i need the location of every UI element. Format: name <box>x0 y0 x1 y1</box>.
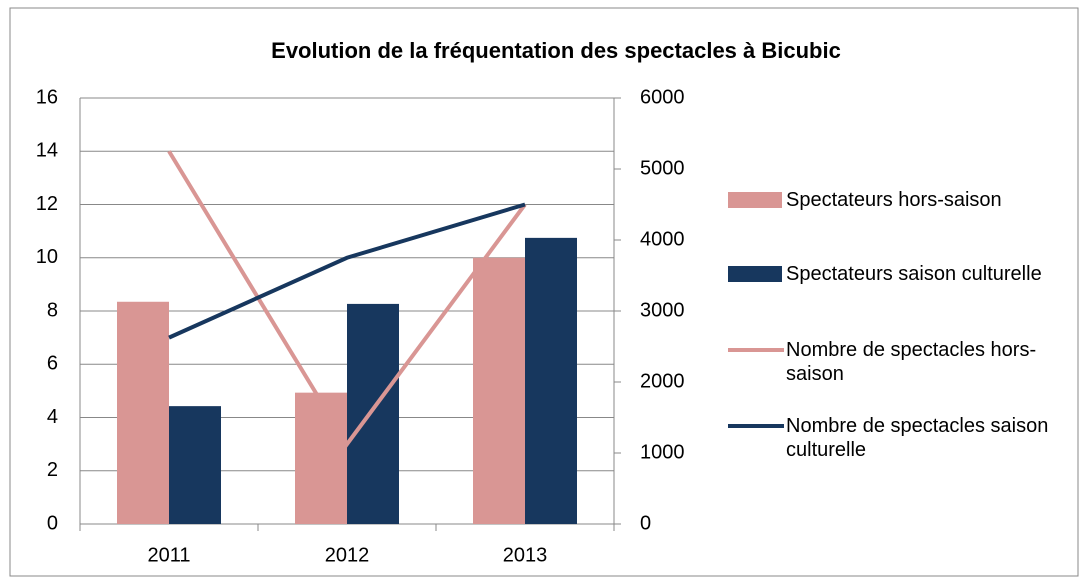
bar <box>295 392 347 524</box>
y2-tick-label: 1000 <box>640 441 685 463</box>
y2-tick-label: 3000 <box>640 299 685 321</box>
legend-label: Spectateurs saison culturelle <box>786 263 1042 285</box>
y-tick-label: 4 <box>47 406 58 428</box>
line <box>168 202 526 340</box>
y-tick-label: 6 <box>47 353 58 375</box>
y-tick-label: 10 <box>36 246 58 268</box>
y-tick-label: 16 <box>36 86 58 108</box>
y-tick-label: 12 <box>36 193 58 215</box>
legend-swatch <box>728 192 782 208</box>
y2-tick-label: 0 <box>640 512 651 534</box>
y2-tick-label: 5000 <box>640 157 685 179</box>
line <box>167 150 527 448</box>
y-tick-label: 8 <box>47 299 58 321</box>
bar <box>347 303 399 524</box>
chart-title: Evolution de la fréquentation des specta… <box>271 38 841 63</box>
bar <box>117 301 169 524</box>
y2-tick-label: 4000 <box>640 228 685 250</box>
bar <box>169 406 221 524</box>
legend-label: Nombre de spectacles saison culturelle <box>786 415 1049 461</box>
legend-label: Spectateurs hors-saison <box>786 189 1002 211</box>
legend-swatch <box>728 266 782 282</box>
y2-tick-label: 2000 <box>640 370 685 392</box>
y-tick-label: 14 <box>36 140 58 162</box>
x-tick-label: 2013 <box>503 544 548 566</box>
legend-label: Nombre de spectacles hors-saison <box>786 339 1037 385</box>
x-tick-label: 2012 <box>325 544 370 566</box>
bar <box>473 257 525 524</box>
bar <box>525 237 577 524</box>
y-tick-label: 2 <box>47 459 58 481</box>
y-tick-label: 0 <box>47 512 58 534</box>
y2-tick-label: 6000 <box>640 86 685 108</box>
x-tick-label: 2011 <box>147 544 190 566</box>
